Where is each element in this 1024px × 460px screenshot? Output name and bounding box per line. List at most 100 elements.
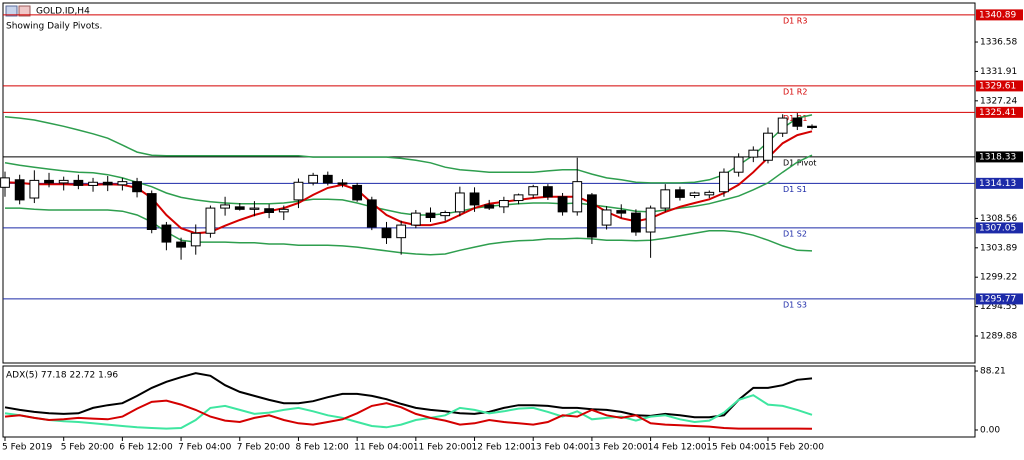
pivot-price-box xyxy=(976,9,1023,21)
adx-panel xyxy=(2,365,976,438)
candle-body xyxy=(616,210,627,214)
candle-body xyxy=(572,181,583,213)
candle-body xyxy=(675,189,685,198)
candle-body xyxy=(631,212,641,233)
candle-body xyxy=(234,206,245,210)
adx-line xyxy=(4,372,813,419)
candle-body xyxy=(660,189,671,209)
candle-body xyxy=(528,186,539,196)
pivot-label: D1 R2 xyxy=(783,87,807,96)
candle-body xyxy=(733,156,744,173)
pivot-price-box xyxy=(976,106,1023,118)
candle-body xyxy=(587,194,597,238)
candle-body xyxy=(220,204,230,209)
candle-body xyxy=(396,224,407,239)
candle-body xyxy=(14,179,25,201)
symbol-icon xyxy=(5,5,31,17)
candle-body xyxy=(0,177,10,188)
x-tick-label: 7 Feb 20:00 xyxy=(237,443,291,453)
candle-body xyxy=(352,184,363,201)
candle-body xyxy=(792,117,803,127)
candle-body xyxy=(381,227,392,239)
x-tick-label: 13 Feb 20:00 xyxy=(589,443,648,453)
pivot-price-box xyxy=(976,293,1023,305)
adx-line xyxy=(4,394,813,430)
pivot-price-label: 1340.89 xyxy=(979,10,1016,20)
y-tick-label: 0.00 xyxy=(980,425,1000,435)
chart-subtitle: Showing Daily Pivots. xyxy=(6,22,102,32)
adx-line xyxy=(4,399,813,430)
candle-body xyxy=(469,192,480,206)
y-tick-label: 1303.89 xyxy=(980,243,1017,253)
pivot-price-label: 1318.33 xyxy=(979,152,1016,162)
candle-body xyxy=(264,208,275,213)
candle-body xyxy=(176,241,186,248)
y-tick-label: 1336.58 xyxy=(980,38,1017,48)
candle-body xyxy=(601,209,612,226)
candle-body xyxy=(117,181,128,186)
candle-body xyxy=(73,179,84,186)
pivot-price-label: 1307.05 xyxy=(979,223,1016,233)
candle-body xyxy=(557,196,568,213)
candle-body xyxy=(777,117,788,134)
candle-body xyxy=(58,179,69,184)
x-tick-label: 8 Feb 12:00 xyxy=(295,443,349,453)
candle-body xyxy=(645,207,656,233)
candle-body xyxy=(102,181,113,186)
y-tick-label: 88.21 xyxy=(980,367,1006,377)
adx-title: ADX(5) 77.18 22.72 1.96 xyxy=(6,371,118,381)
x-tick-label: 14 Feb 12:00 xyxy=(648,443,707,453)
x-tick-label: 11 Feb 20:00 xyxy=(413,443,472,453)
candle-body xyxy=(410,212,421,226)
candle-body xyxy=(763,132,773,161)
candle-body xyxy=(513,194,524,202)
pivot-price-box xyxy=(976,151,1023,163)
candle-body xyxy=(704,191,715,196)
y-tick-label: 1308.56 xyxy=(980,214,1017,224)
pivot-label: D1 Pivot xyxy=(783,158,816,167)
candle-body xyxy=(322,174,333,184)
candle-body xyxy=(293,181,304,201)
x-tick-label: 11 Feb 04:00 xyxy=(354,443,413,453)
candle-body xyxy=(366,199,377,228)
pivot-label: D1 R3 xyxy=(783,16,807,25)
x-tick-label: 15 Feb 20:00 xyxy=(765,443,824,453)
x-tick-label: 7 Feb 04:00 xyxy=(178,443,232,453)
candle-body xyxy=(748,149,759,158)
candle-body xyxy=(498,200,509,208)
pivot-price-label: 1329.61 xyxy=(979,81,1016,91)
candle-body xyxy=(689,192,700,196)
pivot-price-box xyxy=(976,177,1023,189)
candle-body xyxy=(542,186,553,198)
candle-body xyxy=(440,211,451,217)
y-tick-label: 1331.91 xyxy=(980,67,1017,77)
candle-body xyxy=(719,171,729,193)
candle-body xyxy=(88,181,98,186)
candle-body xyxy=(484,204,495,209)
pivot-price-box xyxy=(976,222,1023,234)
candle-body xyxy=(249,207,260,210)
pivot-price-label: 1314.13 xyxy=(979,179,1016,189)
candle-body xyxy=(29,179,40,199)
y-tick-label: 1327.24 xyxy=(980,96,1017,106)
pivot-price-box xyxy=(976,80,1023,92)
candle-body xyxy=(205,207,216,234)
candle-body xyxy=(190,232,201,247)
y-tick-label: 1294.55 xyxy=(980,302,1017,312)
candle-body xyxy=(807,125,817,129)
candle-body xyxy=(146,193,157,230)
y-tick-label: 1289.88 xyxy=(980,332,1017,342)
pivot-price-label: 1325.41 xyxy=(979,108,1016,118)
candle-body xyxy=(454,192,465,213)
candle-body xyxy=(337,182,348,185)
candle-body xyxy=(308,174,319,184)
candle-body xyxy=(44,179,54,184)
candle-body xyxy=(425,212,436,219)
x-tick-label: 15 Feb 04:00 xyxy=(706,443,765,453)
pivot-label: D1 S3 xyxy=(783,300,807,309)
x-tick-label: 6 Feb 12:00 xyxy=(119,443,173,453)
y-tick-label: 1299.22 xyxy=(980,273,1017,283)
x-tick-label: 13 Feb 04:00 xyxy=(530,443,589,453)
indicator-line xyxy=(5,207,813,256)
